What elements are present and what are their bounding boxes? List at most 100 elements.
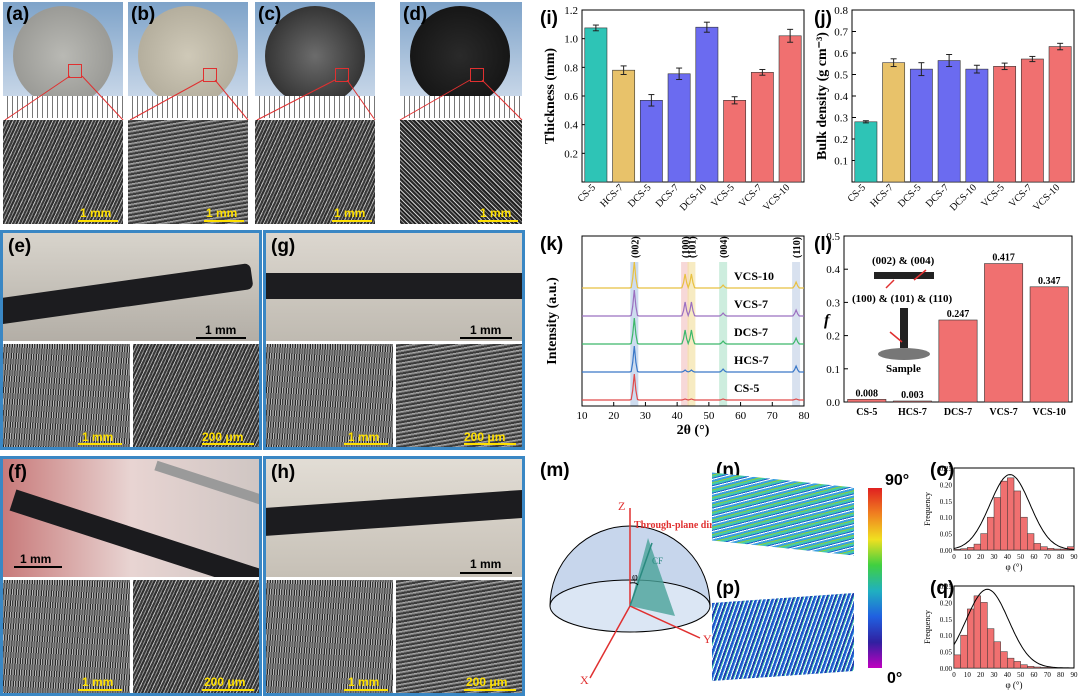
histogram-bar	[980, 602, 988, 669]
photo-panel-h	[266, 459, 522, 577]
data-label: 0.247	[947, 309, 970, 320]
x-tick-label: 70	[767, 410, 779, 422]
scale-label: 200 μm	[466, 675, 508, 689]
photo-panel-e	[3, 233, 259, 341]
x-tick-label: 80	[1057, 553, 1065, 561]
y-tick-label: 0.1	[826, 364, 840, 376]
peak-band	[687, 262, 696, 406]
scale-label: 200 μm	[204, 675, 246, 689]
photo-panel-b	[128, 2, 248, 118]
chart-bulk-density: 0.1 0.2 0.3 0.4 0.5 0.6 0.7 0.8 CS-5 HCS-7 DCS-5 DC…	[815, 5, 1075, 213]
bar	[854, 121, 878, 183]
x-tick-label: CS-5	[576, 182, 598, 204]
series-label: CS-5	[734, 381, 759, 395]
panel-label-f: (f)	[8, 462, 27, 483]
scale-label: 1 mm	[82, 430, 114, 444]
panel-label-c: (c)	[258, 4, 282, 25]
histogram-bar	[1027, 533, 1035, 551]
x-tick-label: 40	[1004, 553, 1012, 561]
bar	[937, 60, 961, 183]
series-line	[582, 345, 804, 373]
peak-label: (101)	[687, 236, 698, 258]
panel-label-b: (b)	[131, 4, 156, 25]
histogram-bar	[973, 595, 981, 669]
photo-panel-a	[3, 2, 123, 118]
x-tick-label: 40	[672, 410, 684, 422]
x-tick-label: DCS-10	[678, 182, 709, 213]
peak-label: (004)	[719, 236, 730, 258]
y-tick-label: 0.25	[940, 583, 953, 591]
ruler	[400, 96, 522, 118]
bar	[612, 69, 636, 183]
histogram-bar	[1020, 664, 1028, 669]
x-tick-label: 50	[1017, 671, 1024, 679]
y-axis-label: f	[824, 312, 831, 329]
schematic-coordinates: Z Y X φ CF Through-plane direction	[549, 499, 715, 687]
x-tick-label: 80	[799, 410, 811, 422]
y-tick-label: 0.6	[834, 48, 848, 60]
histogram-bar	[953, 549, 961, 551]
x-tick-label: 10	[964, 553, 972, 561]
x-tick-label: HCS-7	[598, 182, 625, 209]
histogram-bar	[1013, 490, 1021, 551]
sem-image-e-left	[3, 344, 130, 447]
scale-label: 1 mm	[470, 323, 502, 337]
x-tick-label: 90	[1071, 671, 1079, 679]
histogram-bar	[1020, 516, 1028, 551]
panel-label-p: (p)	[716, 578, 741, 599]
series-label: HCS-7	[734, 353, 769, 367]
histogram-bar	[960, 634, 968, 669]
y-axis-label: Intensity (a.u.)	[545, 277, 560, 365]
scale-label: 1 mm	[80, 206, 112, 220]
panel-label-q: (q)	[930, 578, 955, 599]
peak-label: (100)	[681, 236, 692, 258]
y-tick-label: 0.5	[826, 231, 840, 243]
y-tick-label: 0.6	[564, 91, 578, 103]
scale-label: 1 mm	[348, 430, 380, 444]
peak-band	[630, 262, 639, 406]
panel-label-g: (g)	[271, 236, 296, 257]
scale-label: 200 μm	[464, 430, 506, 444]
chart-thickness: 0.20.40.60.81.01.2CS-5 HCS-7 DCS-5 DCS-7DCS…	[543, 5, 805, 213]
y-tick-label: 0.7	[834, 27, 848, 39]
histogram-bar	[953, 654, 961, 669]
panel-label-k: (k)	[540, 234, 564, 255]
histogram-bar	[1033, 666, 1041, 669]
x-tick-label: VCS-10	[1033, 407, 1066, 418]
bar	[667, 73, 691, 183]
y-tick-label: 0.3	[826, 297, 840, 309]
peak-band	[792, 262, 801, 406]
histogram-bar	[1033, 543, 1041, 551]
bar	[750, 72, 774, 183]
histogram-bar	[967, 608, 975, 669]
sem-image-g-left	[266, 344, 393, 447]
photo-panel-f	[3, 459, 259, 577]
sem-image-h-right	[396, 580, 522, 693]
bar	[1020, 58, 1044, 183]
x-tick-label: 60	[1031, 671, 1039, 679]
histogram-bar	[1053, 548, 1061, 551]
inset-sample-horizontal	[874, 272, 934, 279]
y-tick-label: 0.2	[564, 148, 578, 160]
histogram-bar	[993, 497, 1001, 551]
x-tick-label: HCS-7	[898, 407, 927, 418]
sem-image-b	[128, 120, 248, 224]
panel-label-i: (i)	[540, 8, 558, 29]
scale-label: 1 mm	[82, 675, 114, 689]
x-tick-label: 10	[964, 671, 972, 679]
inset-sample-vertical	[900, 308, 908, 348]
panel-label-e: (e)	[8, 236, 32, 257]
series-line	[582, 261, 804, 290]
y-axis-label: Frequency	[924, 610, 932, 644]
ruler	[255, 96, 375, 118]
data-label: 0.008	[856, 388, 879, 399]
x-tick-label: 60	[735, 410, 747, 422]
x-tick-label: VCS-7	[989, 407, 1017, 418]
chart-histogram-o: 0.00 0.05 0.10 0.15 0.20 0.25 0 10 20 30 40 50 60 70 8…	[924, 465, 1078, 572]
histogram-bar	[1040, 667, 1048, 669]
sem-image-d	[400, 120, 522, 224]
series-line	[582, 373, 804, 401]
histogram-bar	[1000, 480, 1008, 551]
x-tick-label: 70	[1044, 671, 1052, 679]
histogram-bar	[1040, 546, 1048, 551]
